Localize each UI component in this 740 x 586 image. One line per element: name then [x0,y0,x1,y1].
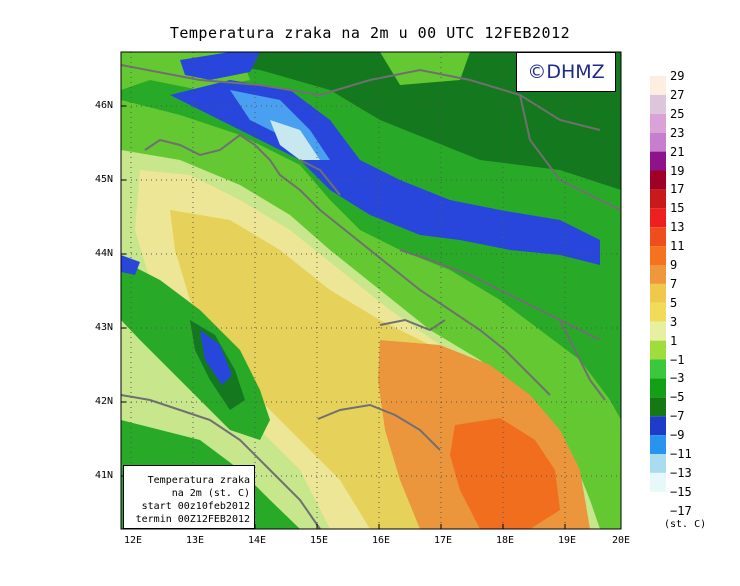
colorbar-unit: (st. C) [664,519,707,530]
colorbar-swatch [650,170,666,190]
info-line-2: na 2m (st. C) [171,488,250,499]
lon-label-19e: 19E [558,535,577,546]
colorbar-label: 17 [670,182,685,197]
colorbar-label: 9 [670,258,678,272]
colorbar-label: 25 [670,106,685,121]
lat-label-41n: 41N [95,470,114,481]
colorbar-swatch [650,283,666,303]
lon-label-13e: 13E [186,535,205,546]
colorbar-label: 15 [670,201,685,216]
colorbar-swatch [650,321,666,341]
colorbar-swatch [650,132,666,152]
colorbar-label: 27 [670,87,685,102]
colorbar-swatch [650,472,666,492]
colorbar-label: 5 [670,295,678,310]
field-pale-blue [270,120,320,160]
colorbar-label: 13 [670,220,685,235]
colorbar-label: 21 [670,144,685,159]
lat-label-44n: 44N [95,248,114,259]
colorbar-swatch [650,265,666,284]
grid-lines [121,52,621,529]
field-green-n [380,52,470,85]
colorbar-swatch [650,113,666,133]
colorbar-label: 29 [670,69,685,83]
map-frame [120,51,622,530]
colorbar-label: −9 [670,428,685,443]
colorbar-swatch [650,76,666,95]
colorbar-swatch [650,359,666,379]
lat-label-45n: 45N [95,174,114,185]
lat-label-46n: 46N [95,100,114,111]
colorbar-label: −7 [670,409,685,424]
colorbar-swatch [650,227,666,247]
colorbar-label: −11 [670,447,692,461]
colorbar-swatch [650,189,666,209]
colorbar-label: −5 [670,390,685,405]
colorbar-label: 23 [670,125,685,140]
lat-label-43n: 43N [95,322,114,333]
temperature-field [121,52,621,529]
lon-label-14e: 14E [248,535,267,546]
colorbar-swatch [650,94,666,114]
colorbar-swatch [650,246,666,265]
colorbar-label: −17 [670,503,692,518]
field-dark-green-north [121,52,621,190]
lat-label-42n: 42N [95,396,114,407]
colorbar-label: 3 [670,314,678,329]
lon-label-12e: 12E [124,535,143,546]
colorbar-swatch [650,454,666,473]
colorbar-label: −3 [670,371,685,386]
info-line-1: Temperatura zraka [147,475,250,486]
lon-label-17e: 17E [434,535,453,546]
lon-label-20e: 20E [612,535,631,546]
colorbar-label: 7 [670,276,678,291]
colorbar [650,76,666,492]
colorbar-swatch [650,208,666,228]
colorbar-label: 1 [670,333,678,348]
dhmz-logo: ©DHMZ [516,52,616,92]
field-dark-orange [450,418,560,529]
colorbar-label: −13 [670,465,692,480]
colorbar-label: −1 [670,352,685,367]
info-line-3: start 00z10feb2012 [141,501,250,512]
colorbar-label: −15 [670,484,692,499]
colorbar-swatch [650,151,666,171]
lon-label-18e: 18E [496,535,515,546]
info-box: Temperatura zraka na 2m (st. C) start 00… [123,465,255,529]
field-blue-west [121,255,140,275]
colorbar-swatch [650,378,666,398]
lon-label-15e: 15E [310,535,329,546]
colorbar-swatch [650,340,666,360]
field-blue-italy [200,330,232,385]
colorbar-swatch [650,302,666,322]
colorbar-label: 19 [670,163,685,178]
colorbar-label: 11 [670,239,685,254]
colorbar-swatch [650,416,666,436]
info-line-4: termin 00Z12FEB2012 [135,514,250,525]
lon-label-16e: 16E [372,535,391,546]
colorbar-swatch [650,435,666,454]
map-title: Temperatura zraka na 2m u 00 UTC 12FEB20… [169,24,571,42]
field-blue-nw [180,52,260,80]
coastlines [121,64,621,529]
colorbar-swatch [650,397,666,417]
